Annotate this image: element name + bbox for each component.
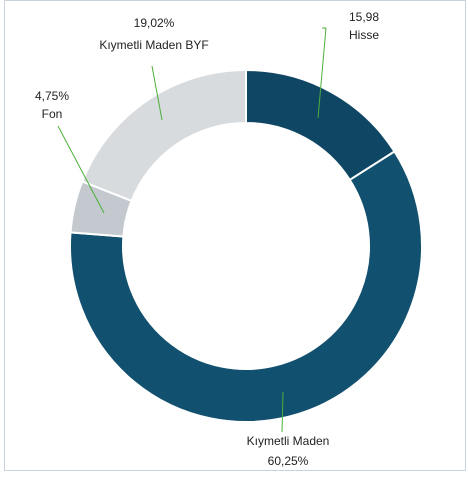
- category-label: Kıymetli Maden BYF: [99, 38, 208, 52]
- leader-line: [317, 27, 327, 119]
- data-label: 19,02%: [134, 16, 175, 30]
- category-label: Kıymetli Maden: [247, 434, 330, 448]
- leader-line: [57, 125, 105, 214]
- data-label: 4,75%: [35, 89, 69, 103]
- category-label: Fon: [42, 107, 63, 121]
- slice: [69, 150, 423, 423]
- data-label: 15,98: [349, 10, 379, 24]
- category-label: Hisse: [349, 28, 379, 42]
- leader-line: [151, 65, 163, 121]
- data-label: 60,25%: [268, 454, 309, 468]
- leader-line: [281, 391, 284, 433]
- slice: [80, 68, 247, 203]
